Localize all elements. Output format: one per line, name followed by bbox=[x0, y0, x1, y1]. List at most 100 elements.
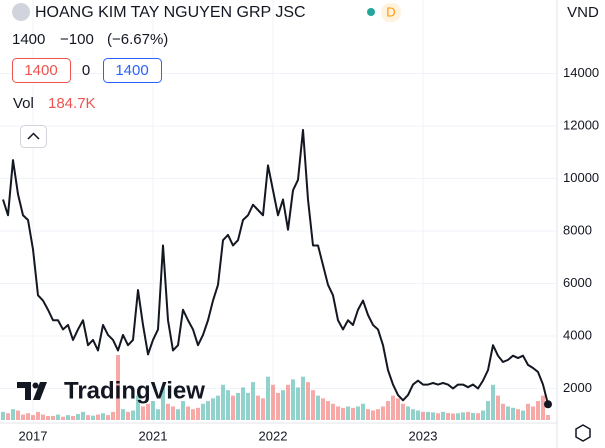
volume-bar bbox=[61, 416, 65, 420]
volume-bar bbox=[206, 401, 210, 420]
volume-bar bbox=[171, 406, 175, 420]
volume-bar bbox=[211, 398, 215, 420]
ask-box[interactable] bbox=[103, 58, 162, 83]
volume-bar bbox=[56, 414, 60, 420]
volume-bar bbox=[6, 413, 10, 420]
volume-bar bbox=[191, 409, 195, 420]
volume-bar bbox=[356, 406, 360, 420]
y-tick-label: 4000 bbox=[563, 327, 592, 342]
volume-bar bbox=[526, 403, 530, 420]
volume-bar bbox=[71, 415, 75, 420]
symbol-logo bbox=[12, 3, 30, 21]
y-tick-label: 8000 bbox=[563, 222, 592, 237]
collapse-button[interactable] bbox=[20, 125, 47, 148]
x-tick-label: 2021 bbox=[139, 428, 168, 443]
volume-bar bbox=[296, 387, 300, 420]
volume-bar bbox=[331, 403, 335, 420]
volume-bar bbox=[541, 395, 545, 420]
volume-bar bbox=[496, 395, 500, 420]
price-line bbox=[2, 128, 549, 405]
volume-bar bbox=[391, 395, 395, 420]
volume-bar bbox=[66, 415, 70, 420]
volume-bar bbox=[231, 395, 235, 420]
volume-bar bbox=[281, 390, 285, 420]
volume-bar bbox=[96, 414, 100, 420]
volume-bar bbox=[241, 387, 245, 420]
volume-bar bbox=[186, 406, 190, 420]
volume-bar bbox=[471, 412, 475, 420]
volume-bar bbox=[456, 413, 460, 420]
volume-bar bbox=[421, 411, 425, 420]
volume-bar bbox=[131, 410, 135, 420]
volume-bar bbox=[236, 392, 240, 420]
bid-box[interactable] bbox=[12, 58, 71, 83]
volume-bar bbox=[36, 411, 40, 420]
volume-bar bbox=[121, 409, 125, 420]
volume-bar bbox=[31, 415, 35, 420]
volume-bar bbox=[116, 355, 120, 420]
y-tick-label: 6000 bbox=[563, 275, 592, 290]
volume-bar bbox=[126, 411, 130, 420]
volume-bar bbox=[376, 409, 380, 420]
volume-last: 184.7K bbox=[48, 95, 96, 112]
bid[interactable]: 1400 bbox=[24, 62, 57, 79]
volume-bar bbox=[76, 414, 80, 420]
volume-bar bbox=[101, 413, 105, 420]
volume-bar bbox=[406, 406, 410, 420]
volume-bar bbox=[156, 409, 160, 420]
volume-bar bbox=[246, 392, 250, 420]
volume-bar bbox=[81, 411, 85, 420]
y-tick-label: 14000 bbox=[563, 65, 599, 80]
volume-bar bbox=[401, 403, 405, 420]
volume-bar bbox=[371, 410, 375, 420]
volume-bar bbox=[351, 407, 355, 420]
volume-title: Vol bbox=[13, 95, 34, 112]
tv-logo-text: TradingView bbox=[64, 377, 205, 404]
volume-bar bbox=[151, 401, 155, 420]
volume-bar bbox=[336, 406, 340, 420]
spread: 0 bbox=[82, 62, 90, 79]
volume-bar bbox=[106, 415, 110, 420]
last-price: 1400 bbox=[12, 31, 45, 48]
y-tick-label: 12000 bbox=[563, 117, 599, 132]
ask[interactable]: 1400 bbox=[115, 62, 148, 79]
volume-bar bbox=[426, 411, 430, 420]
tv-logo bbox=[17, 382, 47, 400]
volume-bar bbox=[286, 384, 290, 420]
volume-bar bbox=[316, 395, 320, 420]
plot bbox=[0, 0, 557, 423]
volume-bar bbox=[111, 411, 115, 420]
currency: VND bbox=[567, 4, 599, 21]
volume-bar bbox=[201, 403, 205, 420]
volume-bar bbox=[141, 406, 145, 420]
interval-badge bbox=[381, 3, 401, 22]
collapse-icon bbox=[27, 132, 40, 140]
volume-bar bbox=[226, 390, 230, 420]
volume-bar bbox=[491, 384, 495, 420]
y-tick-label: 10000 bbox=[563, 170, 599, 185]
x-tick-label: 2017 bbox=[19, 428, 48, 443]
volume-bar bbox=[1, 411, 5, 420]
interval: D bbox=[386, 4, 395, 19]
volume-bar bbox=[511, 407, 515, 420]
volume-bar bbox=[441, 411, 445, 420]
volume-bar bbox=[271, 384, 275, 420]
volume-bar bbox=[411, 409, 415, 420]
settings-icon[interactable] bbox=[575, 424, 591, 442]
volume-bar bbox=[521, 410, 525, 420]
volume-bar bbox=[181, 401, 185, 420]
volume-bar bbox=[451, 413, 455, 420]
y-tick-label: 2000 bbox=[563, 380, 592, 395]
volume-bar bbox=[251, 382, 255, 420]
volume-bar bbox=[261, 398, 265, 420]
volume-bar bbox=[536, 401, 540, 420]
volume-bar bbox=[546, 414, 550, 420]
change-pct: (−6.67%) bbox=[107, 31, 168, 48]
volume-bar bbox=[301, 376, 305, 420]
x-tick-label: 2022 bbox=[259, 428, 288, 443]
volume-bar bbox=[516, 409, 520, 420]
volume-bar bbox=[146, 403, 150, 420]
volume-bar bbox=[266, 376, 270, 420]
volume-bar bbox=[216, 395, 220, 420]
